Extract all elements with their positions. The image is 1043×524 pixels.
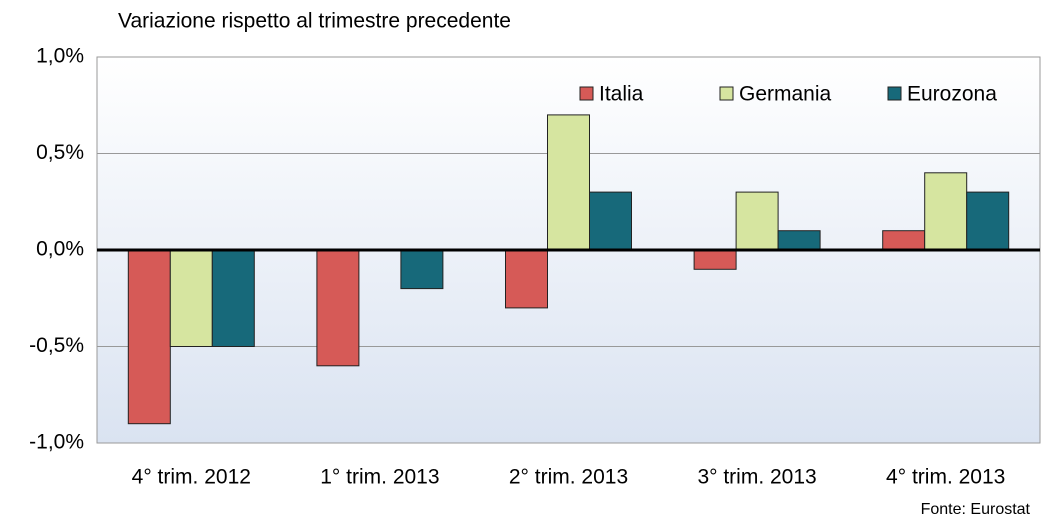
bar xyxy=(127,249,171,425)
x-tick-label: 2° trim. 2013 xyxy=(509,466,628,489)
y-tick-label: 1,0% xyxy=(36,45,84,68)
bar xyxy=(400,249,444,290)
bar xyxy=(547,114,590,251)
bar xyxy=(882,230,926,251)
bar xyxy=(589,191,632,251)
x-tick-label: 1° trim. 2013 xyxy=(320,466,439,489)
bar xyxy=(777,230,821,251)
bar xyxy=(169,249,213,347)
x-tick-label: 3° trim. 2013 xyxy=(697,466,816,489)
bar xyxy=(924,172,968,251)
legend-swatch xyxy=(887,86,902,101)
legend-label: Germania xyxy=(739,83,832,106)
subtitle: Variazione rispetto al trimestre precede… xyxy=(118,10,511,33)
source: Fonte: Eurostat xyxy=(921,501,1031,518)
bar xyxy=(211,249,255,347)
x-tick-label: 4° trim. 2013 xyxy=(886,466,1005,489)
legend-label: Italia xyxy=(599,83,644,106)
legend-swatch xyxy=(719,86,734,101)
bar xyxy=(505,249,548,309)
bar xyxy=(966,191,1010,251)
y-tick-label: 0,5% xyxy=(36,141,84,164)
y-tick-label: -1,0% xyxy=(29,431,84,454)
bar xyxy=(316,249,360,367)
y-tick-label: 0,0% xyxy=(36,238,84,261)
bar xyxy=(735,191,779,251)
legend-label: Eurozona xyxy=(907,83,997,106)
x-tick-label: 4° trim. 2012 xyxy=(132,466,251,489)
legend-swatch xyxy=(579,86,594,101)
y-tick-label: -0,5% xyxy=(29,334,84,357)
bar xyxy=(693,249,737,270)
